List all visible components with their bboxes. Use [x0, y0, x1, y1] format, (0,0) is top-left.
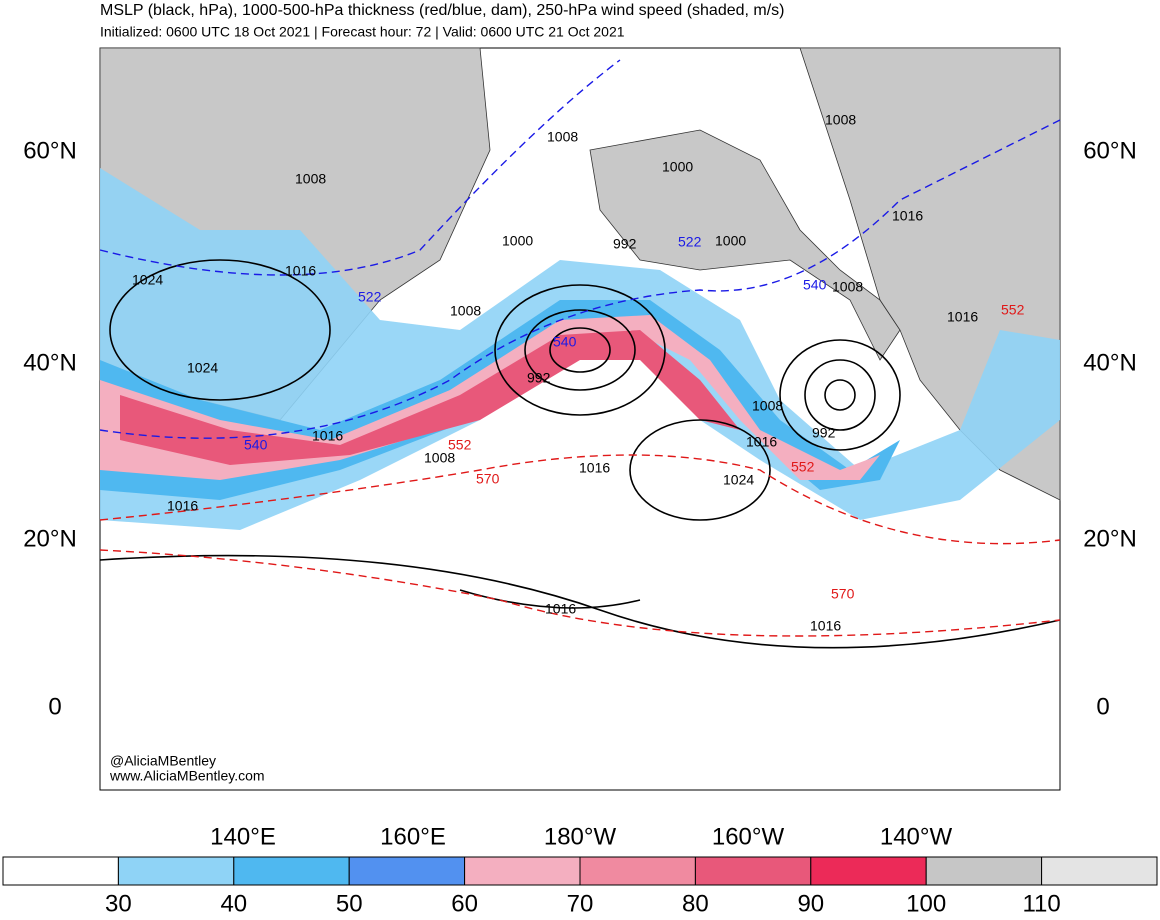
contour-label: 522 [358, 289, 382, 305]
colorbar-box [117, 856, 235, 886]
lat-label: 40°N [23, 349, 77, 376]
contour-label: 1000 [502, 233, 533, 249]
colorbar-box [925, 856, 1043, 886]
contour-label: 1016 [579, 460, 610, 476]
colorbar-tick-label: 50 [336, 890, 363, 915]
title: MSLP (black, hPa), 1000-500-hPa thicknes… [100, 2, 785, 19]
colorbar-tick-label: 100 [906, 890, 946, 915]
contour-label: 1016 [545, 601, 576, 617]
contour-label: 552 [1001, 302, 1025, 318]
lat-label: 20°N [1083, 525, 1137, 552]
contour-label: 540 [803, 277, 827, 293]
colorbar-tick-label: 80 [682, 890, 709, 915]
colorbar-box [348, 856, 466, 886]
contour-label: 1016 [285, 263, 316, 279]
contour-label: 570 [831, 586, 855, 602]
contour-label: 1008 [825, 112, 856, 128]
lon-label: 140°E [210, 823, 276, 850]
credit: www.AliciaMBentley.com [109, 768, 265, 784]
thickness-blue [99, 59, 1061, 439]
colorbar-box [233, 856, 350, 886]
colorbar-tick-label: 30 [105, 890, 132, 915]
contour-label: 552 [791, 459, 815, 475]
contour-label: 570 [476, 471, 500, 487]
lat-label: 0 [1096, 693, 1109, 720]
thickness-red [99, 454, 1061, 637]
contour-label: 1000 [715, 233, 746, 249]
contour-label: 522 [678, 234, 702, 250]
contour-label: 1016 [810, 618, 841, 634]
map: 1008 1016 1024 1024 1016 1008 1016 1008 … [99, 47, 1061, 791]
contour-label: 1024 [723, 472, 754, 488]
contour-label: 1000 [662, 159, 693, 175]
lat-label: 60°N [23, 137, 77, 164]
contour-label: 1024 [132, 272, 163, 288]
lon-label: 160°W [712, 823, 785, 850]
lat-label: 0 [48, 693, 61, 720]
lat-label: 40°N [1083, 349, 1137, 376]
lon-label: 140°W [880, 823, 953, 850]
contour-label: 1016 [312, 428, 343, 444]
colorbar-tick-label: 40 [220, 890, 247, 915]
colorbar-tick-label: 60 [451, 890, 478, 915]
contour-label: 1008 [832, 279, 863, 295]
land-alaska [589, 129, 901, 361]
credit: @AliciaMBentley [110, 753, 216, 769]
colorbar-tick-label: 90 [797, 890, 824, 915]
contour-label: 540 [553, 334, 577, 350]
colorbar-tick-label: 70 [567, 890, 594, 915]
colorbar-box [2, 856, 119, 886]
colorbar-box [1041, 856, 1158, 886]
colorbar-box [694, 856, 812, 886]
colorbar: 30 40 50 60 70 80 90 100 110 [2, 856, 1158, 917]
colorbar-tick-label: 110 [1022, 890, 1060, 915]
contour-label: 1016 [746, 434, 777, 450]
contour-label: 1008 [752, 398, 783, 414]
contour-label: 1024 [187, 360, 218, 376]
contour-label: 1016 [892, 208, 923, 224]
contour-label: 1016 [167, 498, 198, 514]
contour-label: 1008 [450, 303, 481, 319]
lon-label: 160°E [380, 823, 446, 850]
contour-label: 1008 [547, 129, 578, 145]
contour-label: 1008 [424, 450, 455, 466]
subtitle: Initialized: 0600 UTC 18 Oct 2021 | Fore… [100, 24, 625, 40]
colorbar-box [810, 856, 927, 886]
colorbar-box [579, 856, 696, 886]
contour-label: 540 [244, 437, 268, 453]
contour-label: 992 [527, 370, 551, 386]
lon-label: 180°W [544, 823, 617, 850]
contour-label: 992 [812, 425, 836, 441]
contour-label: 552 [448, 437, 472, 453]
contour-label: 1008 [295, 171, 326, 187]
isobars [99, 259, 1061, 649]
contour-label: 992 [613, 236, 637, 252]
colorbar-box [464, 856, 581, 886]
lat-label: 20°N [23, 525, 77, 552]
contour-label: 1016 [947, 309, 978, 325]
lat-label: 60°N [1083, 137, 1137, 164]
jet-90 [120, 330, 740, 465]
